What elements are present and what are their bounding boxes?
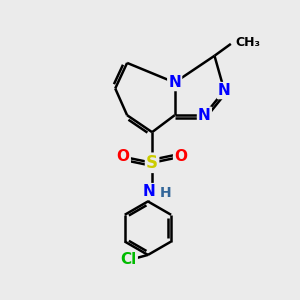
Text: N: N bbox=[168, 75, 181, 90]
Text: O: O bbox=[117, 149, 130, 164]
Text: O: O bbox=[174, 149, 187, 164]
Text: N: N bbox=[143, 184, 155, 199]
Text: N: N bbox=[198, 108, 211, 123]
Text: H: H bbox=[160, 186, 171, 200]
Text: CH₃: CH₃ bbox=[235, 36, 260, 49]
Text: Cl: Cl bbox=[121, 252, 137, 267]
Text: N: N bbox=[218, 83, 231, 98]
Text: S: S bbox=[146, 154, 158, 172]
